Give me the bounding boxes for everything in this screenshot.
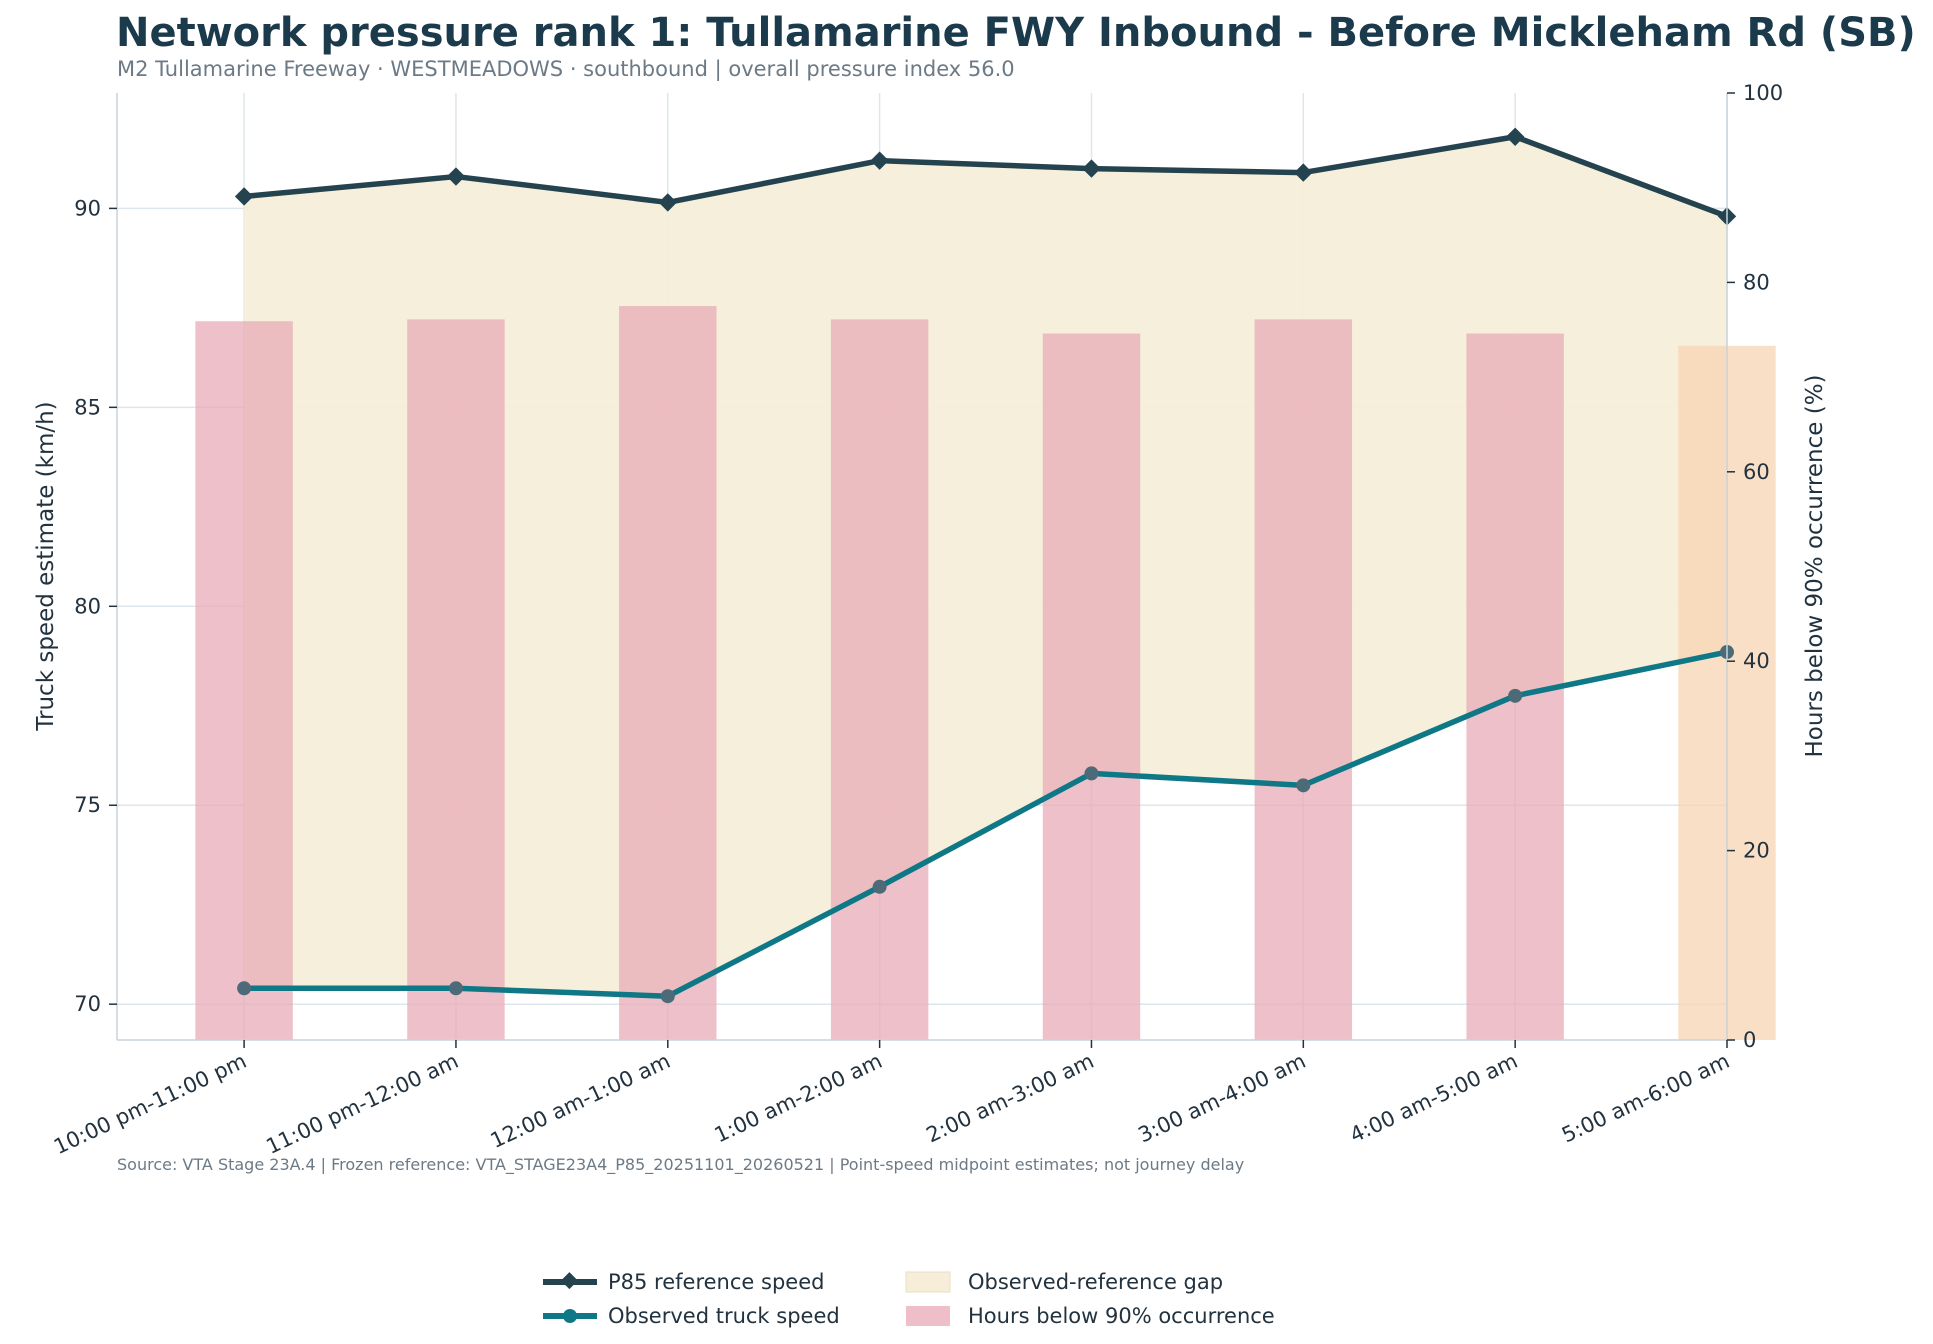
legend-swatch-gap — [905, 1271, 951, 1293]
bar — [1042, 333, 1141, 1041]
x-tick-label: 4:00 am-5:00 am — [1346, 1049, 1521, 1148]
y-left-tick-label: 80 — [74, 594, 101, 618]
legend-label-p85: P85 reference speed — [608, 1270, 824, 1294]
legend: P85 reference speed Observed truck speed… — [543, 1270, 1275, 1328]
point-observed — [237, 981, 252, 996]
legend-item-hours: Hours below 90% occurrence — [906, 1304, 1275, 1328]
y-right-tick-label: 20 — [1743, 839, 1770, 863]
point-observed — [872, 879, 887, 894]
y-left-tick-label: 70 — [74, 992, 101, 1016]
legend-marker-observed — [563, 1309, 577, 1323]
series-line-p85 — [243, 134, 1728, 219]
x-tick-label: 12:00 am-1:00 am — [487, 1049, 674, 1153]
gap-area — [244, 136, 1728, 997]
bar — [407, 319, 505, 1040]
point-observed — [448, 981, 463, 996]
point-p85 — [1505, 127, 1525, 146]
legend-marker-p85 — [560, 1272, 578, 1290]
point-p85 — [1294, 163, 1313, 182]
legend-item-observed: Observed truck speed — [543, 1304, 840, 1328]
bar — [195, 321, 293, 1040]
x-tick-label: 1:00 am-2:00 am — [711, 1049, 886, 1148]
y-right-tick-label: 0 — [1743, 1028, 1756, 1052]
gap-area-layer — [244, 136, 1728, 997]
legend-item-gap: Observed-reference gap — [905, 1270, 1223, 1294]
bar — [619, 306, 717, 1040]
y-left-tick-label: 90 — [74, 196, 101, 220]
legend-label-hours: Hours below 90% occurrence — [968, 1304, 1275, 1328]
legend-label-gap: Observed-reference gap — [968, 1270, 1223, 1294]
bar — [830, 319, 929, 1040]
source-note: Source: VTA Stage 23A.4 | Frozen referen… — [117, 1155, 1244, 1175]
x-tick-label: 5:00 am-6:00 am — [1558, 1049, 1733, 1148]
point-p85 — [234, 187, 254, 206]
y-right-tick-label: 80 — [1743, 270, 1770, 294]
chart-title: Network pressure rank 1: Tullamarine FWY… — [116, 10, 1916, 56]
legend-item-p85: P85 reference speed — [543, 1270, 824, 1294]
series-line-observed — [244, 649, 1728, 999]
y-right-tick-label: 100 — [1743, 81, 1783, 105]
x-tick-label: 3:00 am-4:00 am — [1134, 1049, 1309, 1148]
x-tick-label: 2:00 am-3:00 am — [923, 1049, 1098, 1148]
line-layer — [234, 127, 1737, 1004]
point-p85 — [1082, 159, 1101, 178]
x-tick-label: 11:00 pm-12:00 am — [262, 1049, 462, 1159]
point-observed — [1508, 688, 1523, 703]
y-left-tick-label: 85 — [74, 395, 101, 419]
point-p85 — [446, 167, 466, 186]
point-observed — [1084, 766, 1099, 781]
y-axis-right-title: Hours below 90% occurrence (%) — [1802, 374, 1828, 757]
legend-label-observed: Observed truck speed — [608, 1304, 840, 1328]
y-axis-left-title: Truck speed estimate (km/h) — [33, 401, 59, 731]
x-tick-label: 10:00 pm-11:00 pm — [50, 1049, 250, 1159]
y-left-tick-label: 75 — [74, 793, 101, 817]
y-right-tick-label: 60 — [1743, 460, 1770, 484]
point-observed — [660, 989, 675, 1004]
chart-subtitle: M2 Tullamarine Freeway · WESTMEADOWS · s… — [117, 57, 1015, 81]
point-observed — [1296, 778, 1311, 793]
point-p85 — [658, 193, 677, 212]
y-right-tick-label: 40 — [1743, 649, 1770, 673]
legend-swatch-hours — [906, 1306, 950, 1326]
bar — [1254, 319, 1353, 1040]
point-p85 — [870, 151, 889, 170]
